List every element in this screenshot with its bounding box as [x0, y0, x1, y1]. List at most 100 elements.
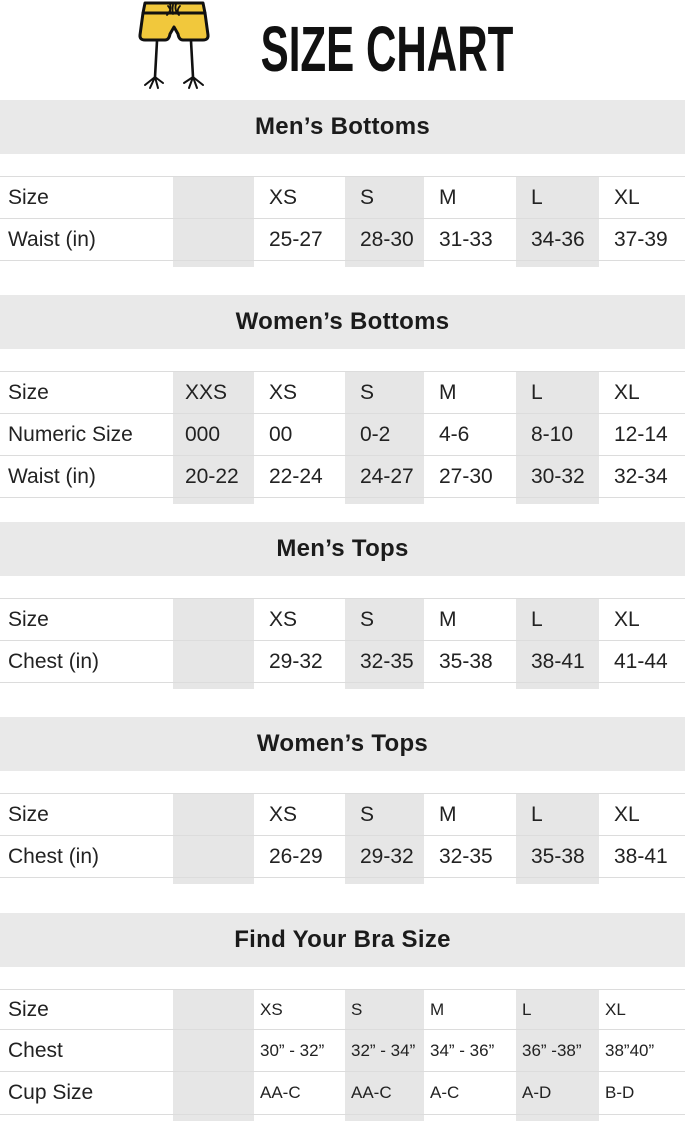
- table-cell: XS: [269, 185, 298, 209]
- table-cell: 29-32: [360, 844, 414, 868]
- table-cell: M: [439, 607, 457, 631]
- table-cell: 32-35: [360, 649, 414, 673]
- column-shade: [345, 990, 424, 1121]
- row-label: Size: [8, 607, 49, 631]
- table-cell: S: [351, 999, 363, 1019]
- size-table-womens-bottoms: Size XXS XS S M L XL Numeric Size 000 00…: [0, 371, 685, 504]
- table-cell: 32-34: [614, 464, 668, 488]
- section-header-womens-tops: Women’s Tops: [0, 717, 685, 771]
- table-cell: 38”40”: [605, 1040, 655, 1060]
- row-label: Cup Size: [8, 1081, 94, 1104]
- table-cell: M: [439, 185, 457, 209]
- table-cell: L: [531, 607, 543, 631]
- table-cell: 38-41: [614, 844, 668, 868]
- column-shade: [173, 599, 254, 689]
- row-label: Size: [8, 802, 49, 826]
- column-shade: [516, 794, 599, 884]
- table-cell: 22-24: [269, 464, 323, 488]
- section-womens-tops: Women’s Tops Size XS S M L XL Chest (in)…: [0, 717, 685, 884]
- table-cell: [173, 1072, 254, 1114]
- size-table-bra: Size XS S M L XL Chest 30” - 32” 32” - 3…: [0, 989, 685, 1121]
- row-label: Chest (in): [8, 844, 100, 868]
- row-label: Chest (in): [8, 649, 100, 673]
- table-cell: [173, 794, 254, 835]
- table-cell: L: [531, 802, 543, 826]
- table-cell: XL: [614, 185, 640, 209]
- table-cell: 30-32: [531, 464, 585, 488]
- table-row: Chest (in) 26-29 29-32 32-35 35-38 38-41: [0, 836, 685, 878]
- table-row: Chest 30” - 32” 32” - 34” 34” - 36” 36” …: [0, 1030, 685, 1072]
- row-label: Numeric Size: [8, 422, 133, 446]
- column-shade: [173, 990, 254, 1121]
- table-row: Waist (in) 20-22 22-24 24-27 27-30 30-32…: [0, 456, 685, 498]
- table-cell: 8-10: [531, 422, 574, 446]
- table-row: Chest (in) 29-32 32-35 35-38 38-41 41-44: [0, 641, 685, 683]
- column-shade: [516, 599, 599, 689]
- row-label: Waist (in): [8, 227, 96, 251]
- table-cell: 000: [185, 422, 221, 446]
- row-label: Size: [8, 997, 49, 1021]
- table-row: Size XXS XS S M L XL: [0, 372, 685, 414]
- table-cell: 38-41: [531, 649, 585, 673]
- table-cell: [173, 599, 254, 640]
- table-cell: [173, 836, 254, 877]
- table-row: Cup Size AA-C AA-C A-C A-D B-D: [0, 1072, 685, 1115]
- table-row: Numeric Size 000 00 0-2 4-6 8-10 12-14: [0, 414, 685, 456]
- size-table-mens-tops: Size XS S M L XL Chest (in) 29-32 32-35 …: [0, 598, 685, 689]
- column-shade: [173, 794, 254, 884]
- shorts-doodle-icon: [137, 0, 211, 95]
- section-header-mens-tops: Men’s Tops: [0, 522, 685, 576]
- section-bra-size: Find Your Bra Size Size XS S M L XL Ches…: [0, 913, 685, 1121]
- table-cell: [173, 219, 254, 260]
- size-table-mens-bottoms: Size XS S M L XL Waist (in) 25-27 28-30 …: [0, 176, 685, 267]
- table-cell: XS: [269, 607, 298, 631]
- section-mens-tops: Men’s Tops Size XS S M L XL Chest (in) 2…: [0, 522, 685, 689]
- table-cell: S: [360, 607, 375, 631]
- column-shade: [345, 372, 424, 504]
- column-shade: [516, 177, 599, 267]
- section-header-womens-bottoms: Women’s Bottoms: [0, 295, 685, 349]
- table-cell: 34-36: [531, 227, 585, 251]
- table-cell: 30” - 32”: [260, 1040, 325, 1060]
- table-cell: 35-38: [531, 844, 585, 868]
- table-cell: 4-6: [439, 422, 470, 446]
- table-row: Waist (in) 25-27 28-30 31-33 34-36 37-39: [0, 219, 685, 261]
- table-cell: XL: [614, 380, 640, 404]
- table-cell: 29-32: [269, 649, 323, 673]
- column-shade: [173, 372, 254, 504]
- table-cell: XL: [605, 999, 626, 1019]
- row-label: Size: [8, 185, 49, 209]
- table-row: Size XS S M L XL: [0, 990, 685, 1030]
- section-mens-bottoms: Men’s Bottoms Size XS S M L XL Waist (in…: [0, 100, 685, 267]
- table-cell: 32-35: [439, 844, 493, 868]
- table-cell: B-D: [605, 1083, 635, 1102]
- table-cell: 12-14: [614, 422, 668, 446]
- page-header: SIZE CHART: [0, 0, 685, 100]
- table-cell: XL: [614, 607, 640, 631]
- table-cell: L: [531, 380, 543, 404]
- table-cell: XXS: [185, 380, 228, 404]
- table-cell: 27-30: [439, 464, 493, 488]
- table-cell: [173, 641, 254, 682]
- table-cell: 32” - 34”: [351, 1040, 416, 1060]
- table-cell: 41-44: [614, 649, 668, 673]
- table-cell: 35-38: [439, 649, 493, 673]
- size-table-womens-tops: Size XS S M L XL Chest (in) 26-29 29-32 …: [0, 793, 685, 884]
- table-cell: 28-30: [360, 227, 414, 251]
- table-cell: XS: [260, 999, 283, 1019]
- row-label: Waist (in): [8, 464, 96, 488]
- table-cell: 26-29: [269, 844, 323, 868]
- table-cell: S: [360, 380, 375, 404]
- table-cell: 20-22: [185, 464, 239, 488]
- column-shade: [345, 599, 424, 689]
- section-womens-bottoms: Women’s Bottoms Size XXS XS S M L XL Num…: [0, 295, 685, 504]
- table-cell: 37-39: [614, 227, 668, 251]
- table-cell: XS: [269, 380, 298, 404]
- table-cell: AA-C: [351, 1083, 392, 1102]
- column-shade: [173, 177, 254, 267]
- row-label: Chest: [8, 1038, 63, 1062]
- table-cell: S: [360, 185, 375, 209]
- table-cell: M: [439, 380, 457, 404]
- column-shade: [516, 990, 599, 1121]
- table-cell: 34” - 36”: [430, 1040, 495, 1060]
